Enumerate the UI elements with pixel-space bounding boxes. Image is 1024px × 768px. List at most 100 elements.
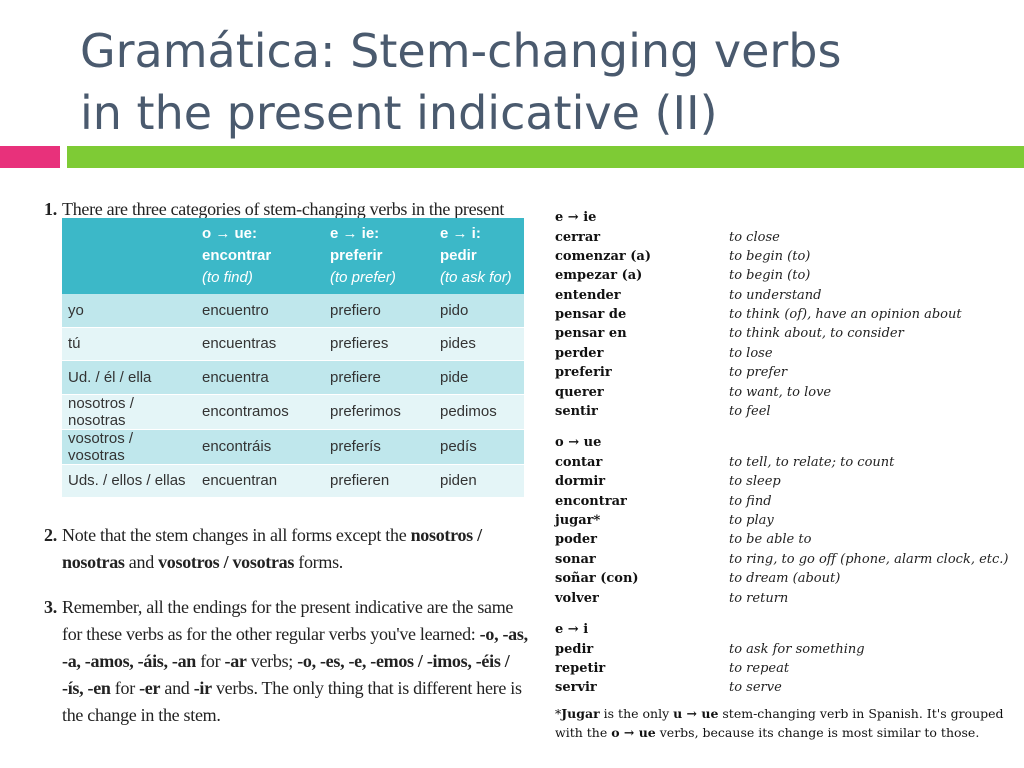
group-gap [555,421,1015,433]
meaning: to find [729,493,772,509]
list-item: empezar (a) to begin (to) [555,266,1015,285]
conjugation-table: o → ue: encontrar (to find) e → ie: prefe… [62,218,524,498]
verb: poder [555,532,597,548]
verb: contar [555,454,603,470]
table-row: Ud. / él / ella encuentra prefiere pide [62,360,524,395]
meaning: to tell, to relate; to count [729,454,895,470]
meaning: to sleep [729,474,781,490]
verb: servir [555,680,597,696]
list-item: preferir to prefer [555,363,1015,382]
note-number: 3. [44,597,57,617]
table-row: yo encuentro prefiero pido [62,294,524,328]
group-gap [555,608,1015,620]
meaning: to want, to love [729,384,832,400]
verb: preferir [555,365,612,381]
slide-title: Gramática: Stem-changing verbs in the pr… [80,20,1000,144]
table-cell: Uds. / ellos / ellas [62,464,196,498]
meaning: to close [729,229,780,245]
note-text: Note that the stem changes in all forms … [62,525,482,572]
header-label: o → ue: encontrar [202,225,272,264]
list-item: encontrar to find [555,492,1015,511]
footnote: *Jugar is the only u → ue stem-changing … [555,705,1004,740]
meaning: to understand [729,287,822,303]
list-item: poder to be able to [555,530,1015,549]
table-header-cell: o → ue: encontrar (to find) [196,218,324,294]
verb: querer [555,384,604,400]
verb: sentir [555,404,598,420]
table-cell: tú [62,327,196,361]
list-item: servir to serve [555,678,1015,697]
list-item: dormir to sleep [555,472,1015,491]
table-cell: pido [434,294,524,328]
table-cell: preferís [324,429,434,465]
verb: repetir [555,660,606,676]
list-item: entender to understand [555,286,1015,305]
table-cell: encuentras [196,327,324,361]
table-cell: encontramos [196,394,324,430]
note-3: 3. Remember, all the endings for the pre… [44,594,528,729]
verb: entender [555,287,621,303]
meaning: to be able to [729,532,812,548]
verb-list: e → ie cerrar to close comenzar (a) to beg… [555,208,1015,742]
table-cell: nosotros / nosotras [62,394,196,430]
table-cell: prefiere [324,360,434,395]
list-item: contar to tell, to relate; to count [555,453,1015,472]
verb: pensar de [555,307,627,323]
list-item: sentir to feel [555,402,1015,421]
list-item: volver to return [555,589,1015,608]
meaning: to return [729,590,789,606]
verb: perder [555,345,604,361]
table-header-cell [62,218,196,294]
meaning: to serve [729,680,782,696]
title-line-1: Gramática: Stem-changing verbs [80,24,842,78]
table-cell: pides [434,327,524,361]
meaning: to think about, to consider [729,326,904,342]
table-cell: encuentra [196,360,324,395]
table-cell: encuentro [196,294,324,328]
verb: dormir [555,474,606,490]
group-heading: o → ue [555,435,602,451]
table-header-cell: e → ie: preferir (to prefer) [324,218,434,294]
list-item: repetir to repeat [555,659,1015,678]
list-item: pedir to ask for something [555,640,1015,659]
meaning: to feel [729,404,771,420]
header-label: e → ie: preferir [330,225,383,264]
list-item: comenzar (a) to begin (to) [555,247,1015,266]
note-number: 2. [44,525,57,545]
meaning: to think (of), have an opinion about [729,307,962,323]
meaning: to repeat [729,660,790,676]
table-cell: pedimos [434,394,524,430]
note-text: Remember, all the endings for the presen… [62,597,528,725]
table-cell: encuentran [196,464,324,498]
table-cell: Ud. / él / ella [62,360,196,395]
table-cell: piden [434,464,524,498]
table-header-cell: e → i: pedir (to ask for) [434,218,524,294]
table-cell: prefieren [324,464,434,498]
verb: pensar en [555,326,627,342]
meaning: to ask for something [729,641,865,657]
table-row: tú encuentras prefieres pides [62,327,524,361]
meaning: to dream (about) [729,571,841,587]
table-cell: prefieres [324,327,434,361]
header-label: e → i: pedir [440,225,481,264]
list-item: cerrar to close [555,228,1015,247]
table-cell: preferimos [324,394,434,430]
verb: jugar* [555,513,601,529]
accent-bar-green [67,146,1024,168]
verb: soñar (con) [555,571,639,587]
title-line-2: in the present indicative (II) [80,86,718,140]
meaning: to ring, to go off (phone, alarm clock, … [729,551,1009,567]
table-row: Uds. / ellos / ellas encuentran prefiere… [62,464,524,498]
meaning: to play [729,513,774,529]
verb: encontrar [555,493,627,509]
table-row: nosotros / nosotras encontramos preferim… [62,394,524,430]
table-cell: pedís [434,429,524,465]
meaning: to lose [729,345,773,361]
meaning: to prefer [729,365,788,381]
verb: comenzar (a) [555,248,651,264]
meaning: to begin (to) [729,248,811,264]
note-number: 1. [44,199,57,219]
accent-bar-pink [0,146,60,168]
verb: empezar (a) [555,268,643,284]
meaning: to begin (to) [729,268,811,284]
